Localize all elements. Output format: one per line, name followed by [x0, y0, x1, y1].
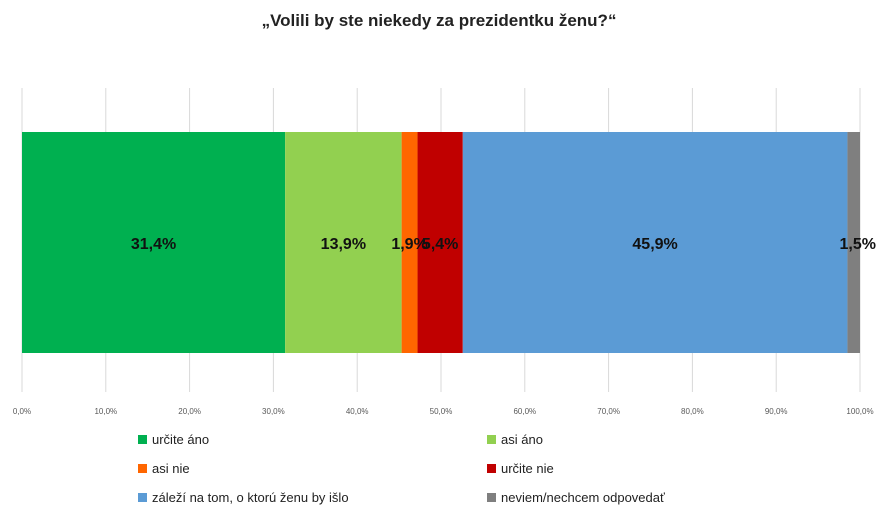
legend-label: určite nie — [501, 461, 554, 476]
x-tick-label: 70,0% — [597, 407, 620, 416]
legend-swatch — [487, 435, 496, 444]
bar-segments — [22, 132, 860, 353]
chart-title: „Volili by ste niekedy za prezidentku že… — [262, 11, 617, 30]
data-label: 1,5% — [840, 236, 876, 253]
x-tick-label: 40,0% — [346, 407, 369, 416]
x-tick-label: 0,0% — [13, 407, 31, 416]
data-label: 13,9% — [321, 236, 366, 253]
bar-segment — [462, 132, 848, 353]
bar-segment — [417, 132, 463, 353]
x-tick-label: 80,0% — [681, 407, 704, 416]
legend-swatch — [487, 493, 496, 502]
legend-label: asi nie — [152, 461, 190, 476]
data-label: 5,4% — [422, 236, 458, 253]
data-label: 1,9% — [391, 236, 427, 253]
bar-segment — [285, 132, 402, 353]
x-tick-label: 100,0% — [846, 407, 873, 416]
legend-label: záleží na tom, o ktorú ženu by išlo — [152, 490, 349, 505]
x-tick-label: 90,0% — [765, 407, 788, 416]
legend-swatch — [138, 435, 147, 444]
legend-swatch — [138, 464, 147, 473]
x-tick-label: 10,0% — [94, 407, 117, 416]
bar-segment — [401, 132, 418, 353]
data-label: 31,4% — [131, 236, 176, 253]
x-tick-label: 30,0% — [262, 407, 285, 416]
x-tick-label: 50,0% — [430, 407, 453, 416]
x-tick-label: 20,0% — [178, 407, 201, 416]
legend-label: určite áno — [152, 432, 209, 447]
legend-swatch — [487, 464, 496, 473]
bar-segment — [847, 132, 860, 353]
data-labels: 31,4% 13,9% 1,9%5,4% 45,9% 1,5% — [131, 236, 876, 253]
legend: určite áno asi áno asi nie určite nie záleží… — [138, 432, 665, 505]
legend-label: asi áno — [501, 432, 543, 447]
data-label: 45,9% — [632, 236, 677, 253]
legend-label: neviem/nechcem odpovedať — [501, 490, 665, 505]
x-tick-label: 60,0% — [513, 407, 536, 416]
legend-swatch — [138, 493, 147, 502]
x-axis-ticks: 0,0% 10,0% 20,0% 30,0% 40,0% 50,0% 60,0% 70,0% 8… — [13, 407, 874, 416]
bar-segment — [22, 132, 286, 353]
